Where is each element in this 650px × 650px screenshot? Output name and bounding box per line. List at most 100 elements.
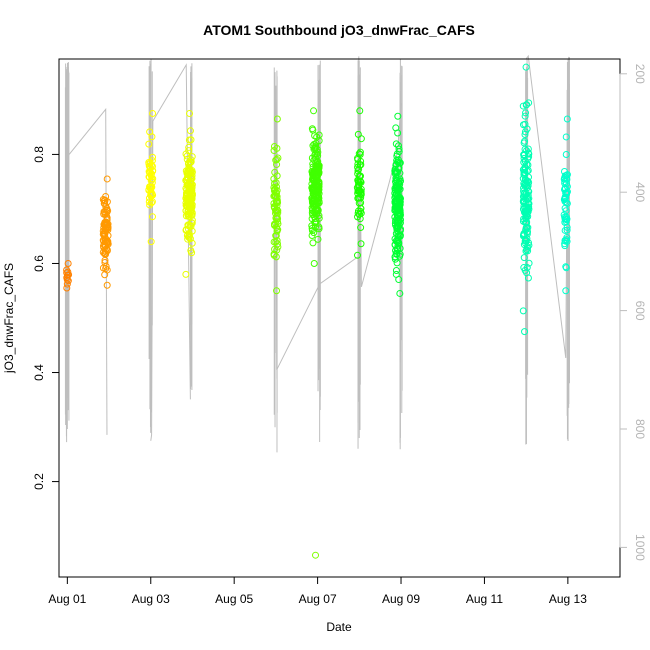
x-tick-label: Aug 13 (549, 592, 587, 606)
data-point (187, 175, 195, 183)
data-point (186, 159, 194, 167)
data-point (520, 139, 528, 147)
data-point (270, 200, 278, 207)
data-point (184, 225, 192, 233)
data-point (395, 276, 403, 284)
data-point (354, 194, 362, 202)
data-point (186, 197, 194, 205)
x-tick-label: Aug 01 (48, 592, 86, 606)
data-point (521, 204, 529, 212)
data-point (314, 152, 322, 160)
data-point (184, 167, 192, 175)
data-point (187, 219, 195, 227)
data-point (63, 276, 71, 284)
data-point (65, 271, 73, 279)
data-point (99, 195, 107, 203)
data-point (188, 166, 196, 174)
data-point (394, 242, 402, 250)
data-point (520, 215, 528, 223)
data-point (312, 182, 320, 190)
chart-title: ATOM1 Southbound jO3_dnwFrac_CAFS (203, 22, 475, 38)
data-point (357, 224, 365, 232)
data-point (563, 215, 571, 223)
data-point (392, 140, 400, 148)
data-point (519, 121, 527, 129)
data-point (148, 213, 156, 221)
x-tick-label: Aug 03 (132, 592, 170, 606)
data-point (310, 145, 318, 153)
data-point (273, 161, 281, 169)
data-point (309, 160, 317, 168)
data-point (103, 215, 111, 223)
data-point (396, 216, 404, 224)
data-point (146, 169, 154, 177)
data-point (310, 107, 318, 115)
data-point (391, 184, 399, 192)
data-point (310, 259, 318, 267)
data-point (356, 177, 364, 185)
data-point (354, 160, 362, 168)
data-point (522, 214, 530, 222)
data-point (187, 246, 195, 254)
data-point (561, 226, 569, 234)
data-point (185, 212, 193, 220)
data-point (310, 191, 318, 199)
data-point (560, 167, 568, 175)
data-point (149, 175, 157, 183)
right-tick-label: 200 (633, 64, 647, 84)
data-point (146, 183, 154, 191)
data-point (182, 270, 190, 278)
data-point (392, 203, 400, 211)
data-point (312, 217, 320, 225)
data-point (148, 133, 156, 141)
data-point (273, 115, 281, 123)
data-point (273, 215, 281, 223)
data-point (314, 192, 322, 200)
data-point (392, 230, 400, 238)
x-tick-label: Aug 09 (382, 592, 420, 606)
data-point (521, 266, 529, 274)
data-point (521, 130, 529, 138)
data-point (394, 164, 402, 172)
y-tick-label: 0.8 (32, 146, 46, 163)
data-point (100, 197, 108, 205)
data-point (524, 182, 532, 190)
data-point (146, 201, 154, 209)
data-point (270, 175, 278, 183)
x-tick-label: Aug 07 (299, 592, 337, 606)
data-point (64, 271, 72, 279)
data-point (274, 154, 282, 162)
data-point (308, 206, 316, 214)
data-point (271, 186, 279, 194)
data-point (561, 193, 569, 201)
data-point (272, 207, 280, 215)
data-point (394, 112, 402, 120)
data-point (355, 199, 363, 207)
data-point (64, 268, 72, 276)
data-point (270, 147, 278, 155)
right-tick-label: 800 (633, 419, 647, 439)
data-point (394, 212, 402, 220)
y-axis-label: jO3_dnwFrac_CAFS (2, 263, 16, 374)
data-point (311, 144, 319, 152)
data-point (393, 156, 401, 164)
data-point (182, 207, 190, 215)
data-point (523, 167, 531, 175)
data-point (356, 215, 364, 223)
data-point (521, 219, 529, 227)
data-point (309, 239, 317, 247)
right-tick-label: 1000 (633, 534, 647, 561)
data-point (519, 193, 527, 201)
data-point (100, 240, 108, 248)
scatter-points-layer (63, 63, 571, 559)
data-point (314, 206, 322, 214)
data-point (271, 168, 279, 176)
data-point (310, 229, 318, 237)
data-point (273, 208, 281, 216)
data-point (393, 259, 401, 267)
data-point (357, 188, 365, 196)
data-point (185, 143, 193, 151)
data-point (522, 63, 530, 71)
data-point (394, 246, 402, 254)
